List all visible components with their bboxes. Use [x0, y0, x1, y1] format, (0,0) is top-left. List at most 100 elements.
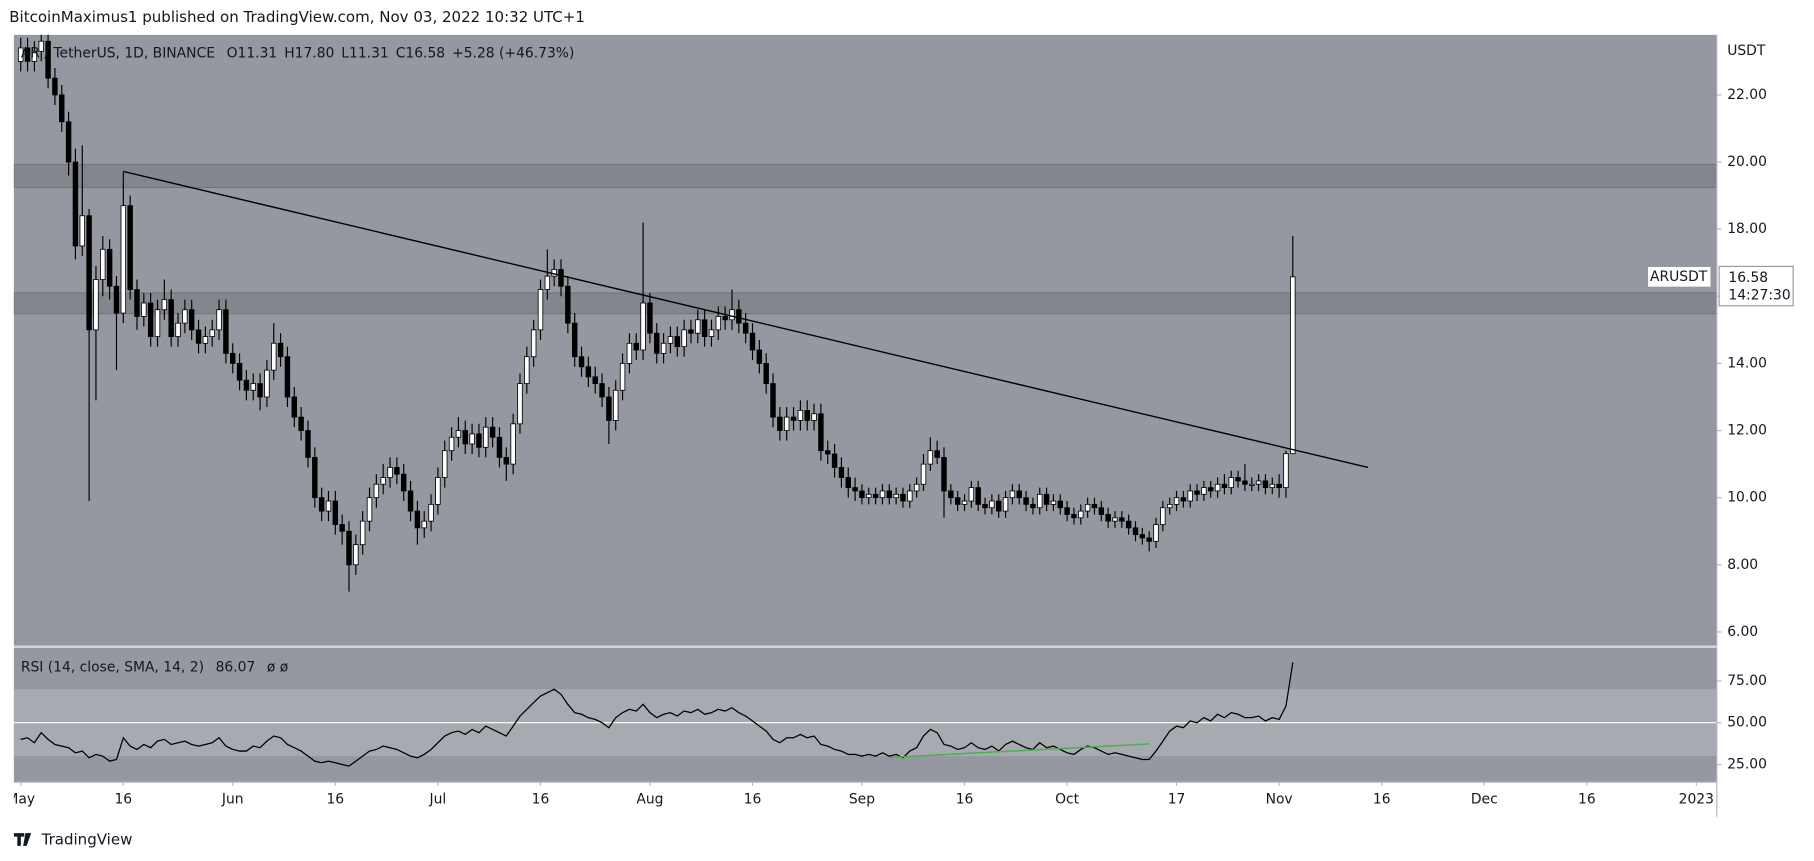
candle-body — [913, 483, 920, 492]
candle-body — [1132, 527, 1139, 535]
x-tick-label: 16 — [956, 792, 974, 808]
x-axis: May 16 Jun 16 Jul 16 Aug 16 Sep 16 Oct 17 Nov 16 Dec 16… — [14, 782, 1714, 808]
legend-label: L — [341, 45, 349, 61]
price-label: 16.58 — [1728, 270, 1768, 286]
candle-body — [1030, 503, 1036, 509]
x-tick-label: Jun — [221, 792, 244, 808]
candle-body — [182, 309, 188, 324]
candle-body — [1002, 497, 1009, 512]
candle-body — [517, 383, 523, 425]
published-line: BitcoinMaximus1 published on TradingView… — [9, 8, 585, 26]
rsi-tick-label: 25.00 — [1727, 756, 1767, 772]
candle-body — [866, 493, 872, 499]
candle-body — [1283, 453, 1289, 489]
candle-body — [38, 40, 44, 52]
candle-body — [52, 77, 58, 96]
x-tick-label: Nov — [1266, 792, 1293, 808]
candle-body — [845, 477, 851, 489]
candle-body — [777, 416, 783, 431]
plot-background — [13, 34, 1717, 646]
candle-body — [1112, 517, 1118, 522]
candle-body — [45, 40, 51, 79]
candle-body — [106, 248, 113, 287]
candle-body — [749, 332, 756, 351]
candle-body — [318, 497, 325, 512]
candle-body — [797, 410, 804, 421]
candle-body — [65, 121, 72, 163]
candle-body — [606, 396, 612, 421]
candle-body — [695, 319, 701, 334]
candle-body — [825, 450, 831, 455]
x-tick-label: Oct — [1055, 792, 1080, 808]
candle-body — [872, 493, 879, 499]
rsi-legend: RSI (14, close, SMA, 14, 2) 86.07 ø ø — [21, 660, 288, 676]
rsi-value: 86.07 — [216, 660, 256, 676]
candle-body — [660, 342, 667, 354]
candle-body — [414, 510, 421, 529]
candle-body — [715, 316, 722, 331]
candle-body — [975, 487, 981, 505]
candle-body — [366, 497, 373, 522]
rsi-divergence — [889, 743, 1150, 759]
candle-body — [503, 456, 510, 465]
candle-body — [1153, 524, 1159, 542]
candle-body — [1071, 514, 1077, 519]
candle-body — [277, 342, 284, 358]
candle-body — [565, 285, 571, 324]
candle-body — [1201, 487, 1207, 495]
candle-body — [188, 309, 195, 331]
candle-body — [831, 453, 838, 468]
candle-body — [394, 467, 400, 475]
candle-body — [968, 487, 975, 502]
candle-body — [558, 269, 564, 287]
y-tick-label: 18.00 — [1727, 221, 1767, 237]
y-tick-label: 10.00 — [1727, 490, 1767, 506]
candle-body — [852, 487, 858, 492]
candle-body — [141, 302, 147, 317]
countdown-label: 14:27:30 — [1728, 287, 1790, 303]
legend-value: 16.58 — [405, 45, 445, 61]
candle-body — [1023, 497, 1029, 505]
candle-body — [483, 426, 489, 448]
candle-body — [920, 463, 927, 485]
symbol-box — [1646, 265, 1712, 288]
x-tick-label: 16 — [1373, 792, 1391, 808]
candle-body — [168, 299, 174, 337]
candle-body — [373, 483, 380, 499]
candle-body — [243, 379, 250, 391]
candle-body — [209, 329, 215, 337]
candle-body — [927, 450, 934, 465]
y-tick-label: 12.00 — [1727, 423, 1767, 439]
y-tick-label: 6.00 — [1727, 624, 1758, 640]
candle-body — [613, 389, 619, 421]
rsi-pane — [13, 662, 1717, 767]
candle-body — [886, 490, 893, 499]
y-tick-label: 20.00 — [1727, 154, 1767, 170]
candle-body — [524, 356, 530, 384]
candle-body — [640, 302, 646, 351]
candle-body — [86, 215, 92, 331]
candle-body — [93, 279, 99, 331]
candle-body — [1180, 497, 1187, 502]
candle-body — [811, 413, 817, 421]
candle-body — [1276, 483, 1282, 489]
symbol-label: ARUSDT — [1650, 269, 1708, 285]
candle-body — [756, 349, 763, 364]
candle-body — [1242, 480, 1248, 485]
candle-body — [202, 336, 209, 344]
candle-body — [681, 329, 687, 348]
candle-body — [688, 329, 694, 334]
legend-value: 17.80 — [295, 45, 335, 61]
symbol: AR / TetherUS, 1D, BINANCE — [21, 45, 215, 61]
resistance-zone — [13, 292, 1717, 315]
candle-body — [325, 500, 332, 512]
candle-body — [100, 248, 106, 280]
candle-body — [387, 467, 393, 478]
candle-body — [838, 467, 845, 478]
candle-body — [428, 503, 434, 522]
candle-body — [1050, 500, 1057, 505]
candle-body — [954, 497, 961, 505]
legend-label: O — [227, 45, 238, 61]
candle-body — [339, 524, 345, 532]
candle-body — [223, 309, 229, 354]
